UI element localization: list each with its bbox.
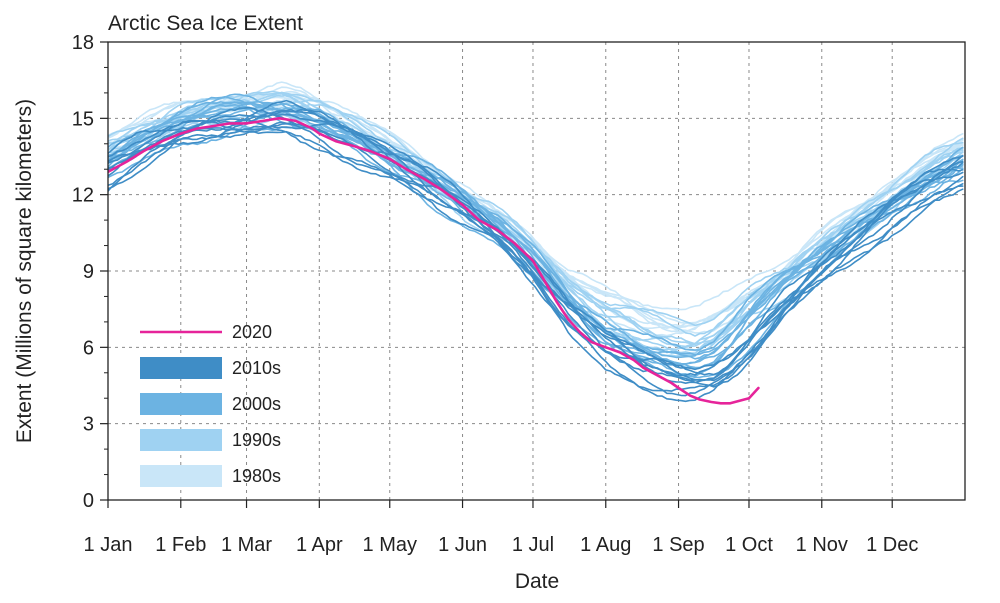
series-line-2018	[108, 119, 964, 377]
legend-swatch	[140, 465, 222, 487]
legend-label: 2010s	[232, 358, 281, 378]
y-axis-label: Extent (Millions of square kilometers)	[13, 99, 36, 443]
legend-label: 2000s	[232, 394, 281, 414]
x-tick-label: 1 Nov	[796, 534, 848, 556]
legend-label: 2020	[232, 322, 272, 342]
x-tick-label: 1 Jul	[512, 534, 554, 556]
x-tick-label: 1 Jan	[84, 534, 133, 556]
x-tick-label: 1 May	[363, 534, 417, 556]
x-tick-label: 1 Feb	[155, 534, 206, 556]
y-tick-label: 15	[72, 108, 94, 130]
series-line-2009	[108, 93, 964, 369]
x-tick-label: 1 Dec	[866, 534, 918, 556]
y-tick-label: 18	[72, 32, 94, 54]
x-tick-label: 1 Apr	[296, 534, 343, 556]
x-tick-label: 1 Mar	[221, 534, 272, 556]
chart-title: Arctic Sea Ice Extent	[108, 12, 303, 35]
x-tick-label: 1 Oct	[725, 534, 773, 556]
x-tick-label: 1 Jun	[438, 534, 487, 556]
legend-swatch	[140, 357, 222, 379]
highlight-group	[108, 117, 760, 405]
series-1980s	[108, 81, 964, 337]
legend-swatch	[140, 393, 222, 415]
legend-label: 1980s	[232, 466, 281, 486]
x-axis-label: Date	[515, 570, 559, 593]
series-line-1986	[108, 86, 964, 333]
legend-item-2020: 2020	[140, 322, 272, 342]
y-tick-label: 0	[83, 490, 94, 512]
legend-item-2010s: 2010s	[140, 357, 281, 379]
series-line-2016	[108, 125, 964, 392]
legend-swatch	[140, 429, 222, 451]
y-tick-label: 3	[83, 414, 94, 436]
legend-label: 1990s	[232, 430, 281, 450]
legend-item-1990s: 1990s	[140, 429, 281, 451]
series-line-1998	[108, 99, 964, 345]
series-line-1993	[108, 103, 964, 327]
series-line-2007	[108, 95, 964, 351]
legend: 2020 2010s 2000s 1990s 1980s	[140, 322, 281, 487]
axes: 0 3 6 9 12 15 18 1 Jan 1 Feb 1 Mar 1 Apr 1 May 1 Jun…	[72, 32, 919, 556]
series-line-2020	[108, 117, 760, 405]
y-tick-label: 12	[72, 185, 94, 207]
series-2010s	[108, 99, 964, 403]
x-tick-label: 1 Aug	[580, 534, 631, 556]
legend-item-1980s: 1980s	[140, 465, 281, 487]
legend-item-2000s: 2000s	[140, 393, 281, 415]
series-group	[108, 81, 964, 403]
y-tick-label: 6	[83, 337, 94, 359]
y-tick-label: 9	[83, 261, 94, 283]
series-line-2017	[108, 127, 964, 403]
x-tick-label: 1 Sep	[652, 534, 704, 556]
series-line-1995	[108, 101, 964, 356]
series-line-2019	[108, 108, 964, 382]
